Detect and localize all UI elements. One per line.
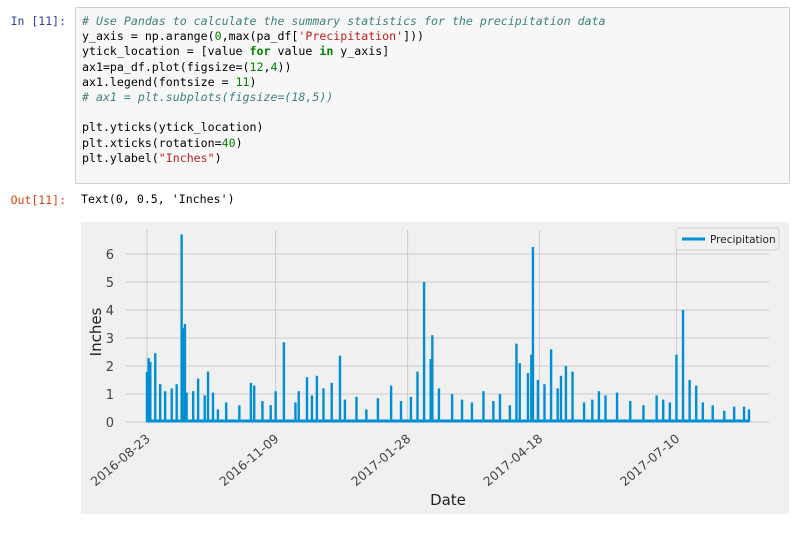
code-editor[interactable]: # Use Pandas to calculate the summary st…: [82, 14, 606, 166]
code-token: ,max(pa_df[: [221, 29, 299, 44]
code-line: ax1.legend(fontsize = 11): [82, 75, 606, 90]
code-token: 'Precipitation': [298, 29, 404, 44]
code-token: plt.yticks(ytick_location): [82, 120, 264, 135]
code-line: # ax1 = plt.subplots(figsize=(18,5)): [82, 90, 606, 105]
code-token: ])): [403, 29, 425, 44]
output-text: Text(0, 0.5, 'Inches'): [81, 192, 235, 206]
figure: 0 1 2 3 4 5 6 2016-08-23 2016-11-09 2017-01-28 201…: [81, 222, 789, 514]
output-prompt: Out[11]:: [10, 193, 66, 207]
code-line: plt.xticks(rotation=40): [82, 136, 606, 151]
y-tick-label: 6: [106, 248, 114, 263]
code-token: ytick_location = [value: [82, 44, 250, 59]
code-token: 11: [235, 74, 250, 89]
code-token: ax1.legend(fontsize =: [82, 74, 236, 89]
code-token: 0: [214, 29, 222, 44]
code-token: 40: [221, 135, 236, 150]
code-line: ax1=pa_df.plot(figsize=(12,4)): [82, 60, 606, 75]
y-axis-label: Inches: [87, 307, 105, 356]
code-token: 12: [249, 59, 264, 74]
code-token: )): [277, 59, 292, 74]
code-line: plt.ylabel("Inches"): [82, 151, 606, 166]
code-line: plt.yticks(ytick_location): [82, 120, 606, 135]
code-line: [82, 105, 606, 120]
code-token: for: [249, 44, 271, 59]
code-token: in: [319, 44, 334, 59]
figure-background: [81, 222, 789, 514]
code-token: y_axis = np.arange(: [82, 29, 215, 44]
x-axis-label: Date: [430, 491, 466, 509]
code-token: y_axis]: [333, 44, 390, 59]
y-tick-label: 4: [106, 304, 114, 319]
code-token: ax1=pa_df.plot(figsize=(: [82, 59, 250, 74]
y-tick-label: 0: [106, 416, 114, 431]
code-token: value: [270, 44, 320, 59]
code-token: ): [249, 74, 257, 89]
code-line: # Use Pandas to calculate the summary st…: [82, 14, 606, 29]
y-tick-label: 1: [106, 388, 114, 403]
code-line: ytick_location = [value for value in y_a…: [82, 44, 606, 59]
y-tick-label: 5: [106, 276, 114, 291]
input-prompt: In [11]:: [10, 14, 66, 28]
legend-box: [675, 227, 780, 251]
legend-label: Precipitation: [710, 234, 776, 246]
code-token: ): [235, 135, 243, 150]
code-line: y_axis = np.arange(0,max(pa_df['Precipit…: [82, 29, 606, 44]
code-token: "Inches": [158, 150, 215, 165]
code-token: ,: [263, 59, 271, 74]
code-token: # Use Pandas to calculate the summary st…: [82, 14, 606, 28]
code-cell[interactable]: # Use Pandas to calculate the summary st…: [75, 7, 790, 184]
y-tick-label: 3: [106, 332, 114, 347]
code-token: plt.xticks(rotation=: [82, 135, 222, 150]
code-token: 4: [270, 59, 278, 74]
code-token: # ax1 = plt.subplots(figsize=(18,5)): [82, 90, 334, 105]
code-token: plt.ylabel(: [82, 150, 159, 165]
code-token: ): [214, 150, 222, 165]
y-tick-label: 2: [106, 360, 114, 375]
